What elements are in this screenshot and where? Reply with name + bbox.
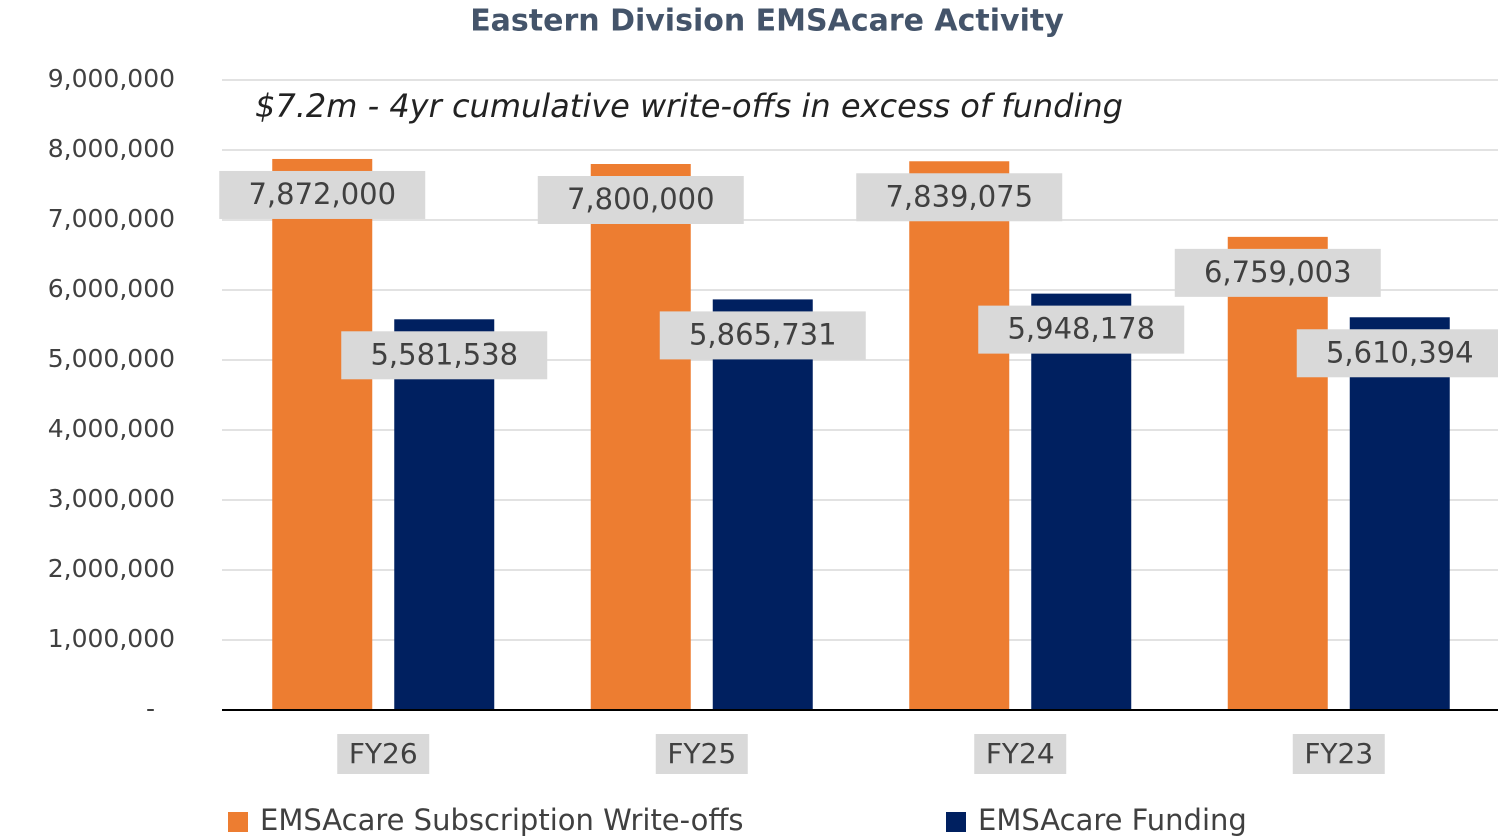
x-tick-label: FY25 <box>667 737 736 770</box>
value-label-box <box>341 331 548 380</box>
value-label-box <box>978 305 1185 354</box>
value-label: 7,839,075 <box>885 179 1033 213</box>
y-tick-label: 6,000,000 <box>48 274 175 303</box>
bar <box>909 161 1010 710</box>
category-label-box <box>655 734 748 774</box>
value-label: 7,800,000 <box>567 182 715 216</box>
y-tick-label: 9,000,000 <box>48 64 175 93</box>
y-tick-label: 7,000,000 <box>48 204 175 233</box>
bar <box>1031 293 1132 710</box>
legend-swatch <box>228 812 248 832</box>
bar <box>1227 236 1328 710</box>
chart-title: Eastern Division EMSAcare Activity <box>470 4 1064 39</box>
x-tick-label: FY24 <box>986 737 1055 770</box>
value-label: 5,610,394 <box>1326 335 1474 369</box>
value-label: 5,865,731 <box>689 317 837 351</box>
bar <box>590 164 691 710</box>
x-tick-label: FY26 <box>349 737 418 770</box>
y-tick-label: 2,000,000 <box>48 554 175 583</box>
value-label-box <box>537 176 744 224</box>
value-label: 7,872,000 <box>248 177 396 211</box>
y-tick-label: 1,000,000 <box>48 624 175 653</box>
bar <box>712 299 813 710</box>
legend-swatch <box>946 812 966 832</box>
value-label: 5,581,538 <box>370 337 518 371</box>
value-label-box <box>659 311 866 360</box>
bar <box>394 319 495 710</box>
category-label-box <box>974 734 1067 774</box>
y-tick-label: 8,000,000 <box>48 134 175 163</box>
annotation: $7.2m - 4yr cumulative write-offs in exc… <box>255 87 1123 125</box>
category-label-box <box>337 734 430 774</box>
category-label-box <box>1292 734 1385 774</box>
value-label: 6,759,003 <box>1204 255 1352 289</box>
y-tick-label: 3,000,000 <box>48 484 175 513</box>
legend-label: EMSAcare Subscription Write-offs <box>260 803 743 837</box>
bar <box>1349 317 1450 710</box>
y-tick-label: - <box>146 694 155 723</box>
legend-label: EMSAcare Funding <box>978 803 1247 837</box>
x-tick-label: FY23 <box>1304 737 1373 770</box>
value-label-box <box>1296 329 1498 378</box>
value-label-box <box>856 173 1063 222</box>
value-label-box <box>1174 248 1381 297</box>
y-tick-label: 5,000,000 <box>48 344 175 373</box>
value-label: 5,948,178 <box>1007 312 1155 346</box>
y-tick-label: 4,000,000 <box>48 414 175 443</box>
bar <box>272 158 373 710</box>
value-label-box <box>219 170 426 219</box>
